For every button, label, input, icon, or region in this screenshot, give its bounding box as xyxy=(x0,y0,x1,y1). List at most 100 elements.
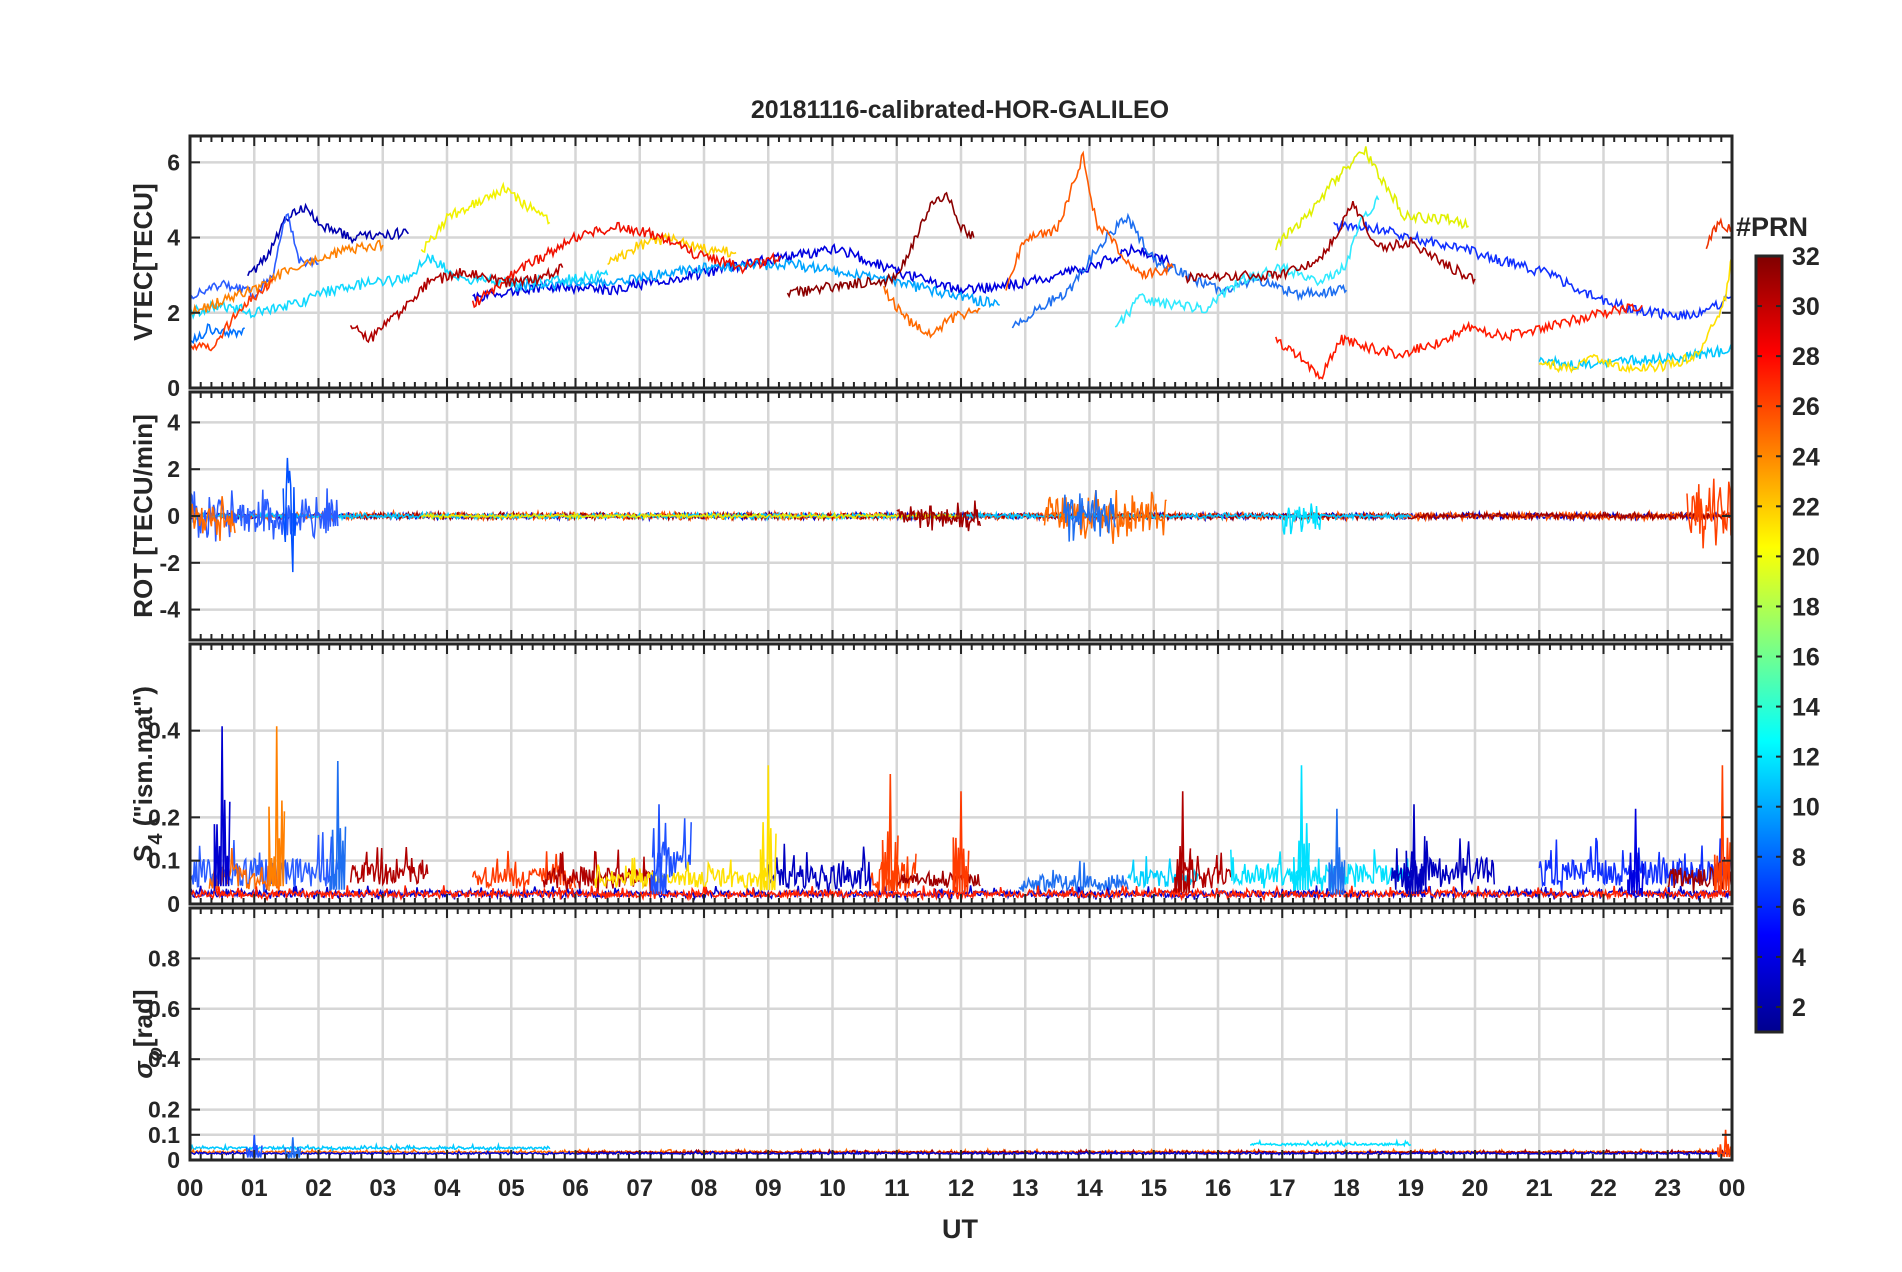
gridlines xyxy=(188,908,1734,1162)
series-prn-30 xyxy=(1705,217,1732,250)
panel-s4: 0 0.1 0.2 0.4S4 ("ism.mat") xyxy=(128,642,1734,917)
xtick-label: 06 xyxy=(562,1175,589,1202)
ytick-label: 0.8 xyxy=(148,945,180,971)
colorbar-tick-label: 14 xyxy=(1792,694,1820,722)
series-prn-31 xyxy=(349,263,564,344)
colorbar-tick-label: 30 xyxy=(1792,293,1820,321)
series-prn-2 xyxy=(247,202,410,277)
s4-spike-2 xyxy=(329,760,347,891)
s4-series-6 xyxy=(594,857,770,890)
y-axis-label-sigma: σφ[rad] xyxy=(128,989,167,1078)
ytick-label: 4 xyxy=(167,409,180,435)
colorbar-label: #PRN xyxy=(1736,212,1808,242)
s4-spike-7 xyxy=(1174,791,1192,893)
colorbar-tick-label: 8 xyxy=(1792,844,1806,872)
x-axis-label: UT xyxy=(942,1214,978,1244)
xtick-label: 16 xyxy=(1205,1175,1232,1202)
ytick-label: 0.4 xyxy=(148,718,180,744)
xtick-label: 21 xyxy=(1526,1175,1553,1202)
xtick-label: 20 xyxy=(1462,1175,1489,1202)
series-prn-30 xyxy=(1185,201,1476,285)
rot-series-4 xyxy=(420,511,962,521)
ytick-label: 2 xyxy=(167,300,180,326)
series-prn-27 xyxy=(190,278,275,352)
sigma-series-1 xyxy=(1249,1138,1412,1148)
s4-spike-4 xyxy=(759,765,777,891)
series-prn-24 xyxy=(190,239,384,315)
ytick-label: 0 xyxy=(167,1147,180,1173)
chart-title: 20181116-calibrated-HOR-GALILEO xyxy=(751,96,1169,124)
colorbar-tick-label: 26 xyxy=(1792,393,1820,421)
colorbar-tick-label: 10 xyxy=(1792,794,1820,822)
series-prn-19 xyxy=(420,181,551,253)
series-prn-28 xyxy=(1275,303,1643,380)
ytick-label: -2 xyxy=(160,550,180,576)
ytick-label: 0.6 xyxy=(148,996,180,1022)
s4-spike-1 xyxy=(268,726,286,891)
xtick-label: 00 xyxy=(177,1175,204,1202)
minor-ticks xyxy=(189,392,1733,640)
colorbar-tick-label: 22 xyxy=(1792,493,1820,521)
colorbar-tick-label: 16 xyxy=(1792,644,1820,672)
colorbar-tick-label: 2 xyxy=(1792,994,1806,1022)
y-axis-label-rot: ROT [TECU/min] xyxy=(128,414,158,618)
xtick-label: 19 xyxy=(1397,1175,1424,1202)
ytick-label: 0 xyxy=(167,375,180,401)
series-group xyxy=(190,457,1732,573)
series-prn-11 xyxy=(1538,343,1732,372)
panel-sigma: 00.10.2 0.4 0.6 0.8 σφ[rad] xyxy=(128,906,1734,1173)
rot-series-3 xyxy=(190,510,1412,522)
xtick-label: 17 xyxy=(1269,1175,1296,1202)
xtick-label: 08 xyxy=(691,1175,718,1202)
x-axis: 00 01 02 03 04 05 06 07 08 09 10 11 12 13 14 15 16 17 18 19… xyxy=(177,1175,1746,1202)
colorbar-tick-label: 28 xyxy=(1792,343,1820,371)
xtick-label: 13 xyxy=(1012,1175,1039,1202)
series-prn-32 xyxy=(786,191,975,299)
s4-series-12 xyxy=(1172,850,1232,896)
sigma-series-0 xyxy=(190,1142,551,1153)
ytick-label: 0.1 xyxy=(148,848,180,874)
s4-spike-9 xyxy=(1328,808,1346,895)
xtick-label: 00 xyxy=(1719,1175,1746,1202)
s4-series-2 xyxy=(349,846,429,887)
rot-burst-4 xyxy=(1063,490,1116,542)
s4-series-5 xyxy=(651,818,692,878)
series-prn-5 xyxy=(1333,220,1732,321)
xtick-label: 14 xyxy=(1076,1175,1103,1202)
series-group xyxy=(190,146,1732,380)
s4-spike-5 xyxy=(881,773,899,892)
y-axis-label-vtec: VTEC[TECU] xyxy=(128,183,158,340)
colorbar-tick-label: 32 xyxy=(1792,243,1820,271)
xtick-label: 11 xyxy=(884,1175,909,1202)
series-prn-29 xyxy=(471,221,782,309)
ytick-label: 0.4 xyxy=(148,1046,180,1072)
s4-spike-10 xyxy=(1405,804,1423,895)
minor-ticks xyxy=(189,136,1733,388)
colorbar-tick-label: 24 xyxy=(1792,443,1820,471)
xtick-label: 22 xyxy=(1590,1175,1617,1202)
rot-burst-6 xyxy=(1686,478,1732,549)
s4-spike-3 xyxy=(650,804,668,895)
colorbar-tick-label: 18 xyxy=(1792,593,1820,621)
ytick-label: 0 xyxy=(167,503,180,529)
xtick-label: 04 xyxy=(434,1175,461,1202)
colorbar-gradient xyxy=(1756,256,1782,1032)
series-prn-13 xyxy=(1114,194,1380,328)
xtick-label: 23 xyxy=(1654,1175,1681,1202)
sigma-spike-2 xyxy=(1717,1129,1732,1158)
series-prn-8 xyxy=(1011,212,1348,329)
series-prn-4 xyxy=(472,242,1174,303)
ytick-label: 0.1 xyxy=(148,1122,180,1148)
xtick-label: 10 xyxy=(819,1175,846,1202)
s4-series-15 xyxy=(1538,837,1732,893)
s4-series-13 xyxy=(1230,849,1412,892)
series-prn-25 xyxy=(883,285,981,339)
colorbar-tick-label: 12 xyxy=(1792,744,1820,772)
s4-series-7 xyxy=(767,843,872,898)
ytick-label: 6 xyxy=(167,149,180,175)
colorbar-frame xyxy=(1754,254,1784,1034)
ytick-label: 4 xyxy=(167,225,180,251)
